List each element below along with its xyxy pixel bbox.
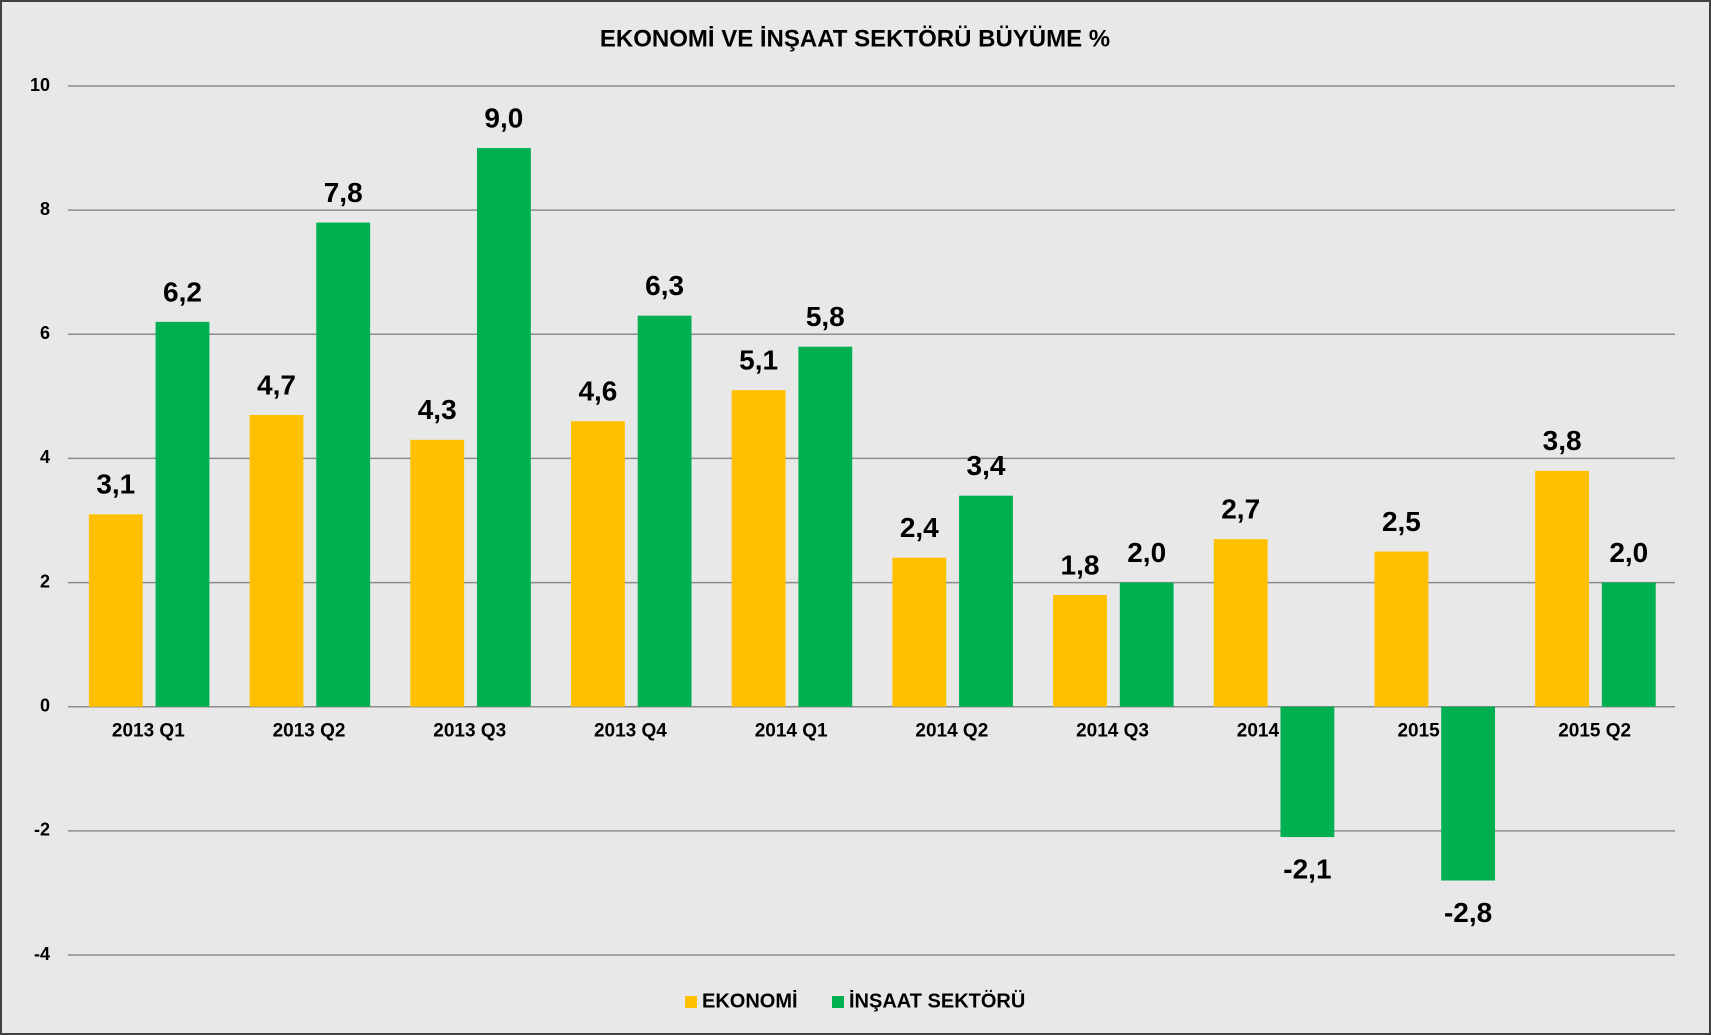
x-tick-label: 2013 Q1 (112, 721, 185, 742)
y-tick-label: 6 (40, 323, 50, 343)
value-label: 4,6 (578, 376, 617, 407)
y-tick-label: -2 (34, 820, 50, 840)
value-label: 2,0 (1609, 537, 1648, 568)
bar (155, 321, 210, 707)
bar (316, 222, 371, 707)
bar (798, 346, 853, 707)
x-tick-label: 2014 Q3 (1076, 721, 1149, 742)
value-label: 3,1 (96, 469, 135, 500)
bar (1441, 706, 1496, 881)
legend-swatch (832, 996, 844, 1008)
bar (1374, 551, 1429, 707)
value-label: 9,0 (484, 102, 523, 133)
value-label: 4,7 (257, 369, 296, 400)
x-tick-label: 2015 Q2 (1558, 721, 1631, 742)
bar (1053, 594, 1107, 707)
value-label: 6,3 (645, 270, 684, 301)
value-label: 2,5 (1382, 506, 1421, 537)
legend-swatch (685, 996, 697, 1008)
x-tick-label: 2013 Q4 (594, 721, 667, 742)
value-label: 1,8 (1061, 549, 1100, 580)
y-tick-label: 8 (40, 199, 50, 219)
legend-label: İNŞAAT SEKTÖRÜ (849, 989, 1025, 1012)
value-label: 6,2 (163, 276, 202, 307)
bar (88, 514, 143, 707)
y-tick-label: 0 (40, 695, 50, 715)
value-label: 4,3 (418, 394, 457, 425)
x-tick-label: 2014 Q2 (915, 721, 988, 742)
y-tick-label: 4 (40, 447, 50, 467)
legend-label: EKONOMİ (702, 989, 798, 1012)
bar (637, 315, 692, 707)
x-tick-label: 2013 Q2 (273, 721, 346, 742)
value-label: 3,8 (1543, 425, 1582, 456)
bar (1601, 582, 1656, 707)
bar (959, 495, 1013, 707)
bar (731, 390, 786, 707)
bar (476, 148, 531, 707)
chart-title: EKONOMİ VE İNŞAAT SEKTÖRÜ BÜYÜME % (600, 25, 1110, 52)
value-label: 2,7 (1221, 494, 1260, 525)
value-label: 2,0 (1127, 537, 1166, 568)
x-tick-label: 2014 Q1 (755, 721, 828, 742)
value-label: 7,8 (324, 177, 363, 208)
y-tick-label: 10 (30, 75, 50, 95)
value-label: -2,1 (1283, 853, 1331, 884)
value-label: 2,4 (900, 512, 939, 543)
bar (1535, 470, 1590, 707)
value-label: 5,1 (739, 345, 778, 376)
bar (892, 557, 947, 707)
bar (410, 439, 465, 707)
bar (1119, 582, 1174, 707)
x-tick-label: 2013 Q3 (433, 721, 506, 742)
bar (570, 421, 625, 707)
value-label: -2,8 (1444, 897, 1492, 928)
y-tick-label: -4 (34, 944, 50, 964)
y-tick-label: 2 (40, 571, 50, 591)
bar (1280, 706, 1335, 838)
bar (1213, 539, 1268, 707)
value-label: 3,4 (967, 450, 1006, 481)
bar (249, 414, 304, 707)
value-label: 5,8 (806, 301, 845, 332)
